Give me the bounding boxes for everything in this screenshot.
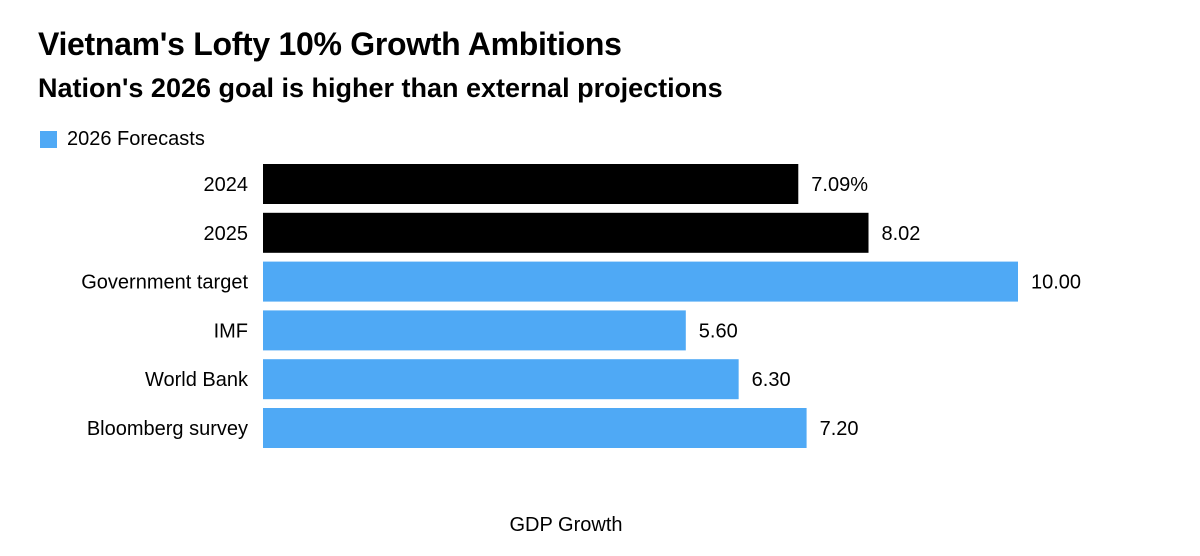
category-label: Government target bbox=[81, 272, 248, 294]
legend-label: 2026 Forecasts bbox=[67, 128, 205, 150]
value-label: 5.60 bbox=[699, 320, 738, 342]
bar-bloomberg-survey bbox=[263, 408, 807, 448]
bar-2024 bbox=[263, 164, 799, 204]
category-label: IMF bbox=[214, 320, 248, 342]
category-label: 2025 bbox=[204, 223, 249, 245]
bar-imf bbox=[263, 310, 686, 351]
category-label: 2024 bbox=[204, 174, 249, 196]
category-label: World Bank bbox=[145, 369, 249, 391]
bar-government-target bbox=[263, 261, 1018, 302]
value-label: 7.09% bbox=[811, 174, 868, 196]
bar-2025 bbox=[263, 212, 869, 253]
x-axis-label: GDP Growth bbox=[509, 514, 623, 536]
value-label: 7.20 bbox=[820, 418, 859, 440]
legend: 2026 Forecasts bbox=[40, 126, 205, 152]
legend-swatch bbox=[40, 130, 57, 148]
value-label: 10.00 bbox=[1031, 272, 1081, 294]
value-label: 6.30 bbox=[752, 369, 791, 391]
chart-title: Vietnam's Lofty 10% Growth Ambitions bbox=[38, 26, 622, 62]
bar-world-bank bbox=[263, 359, 739, 400]
chart-subtitle: Nation's 2026 goal is higher than extern… bbox=[38, 73, 723, 103]
category-label: Bloomberg survey bbox=[87, 418, 248, 440]
value-label: 8.02 bbox=[882, 223, 921, 245]
